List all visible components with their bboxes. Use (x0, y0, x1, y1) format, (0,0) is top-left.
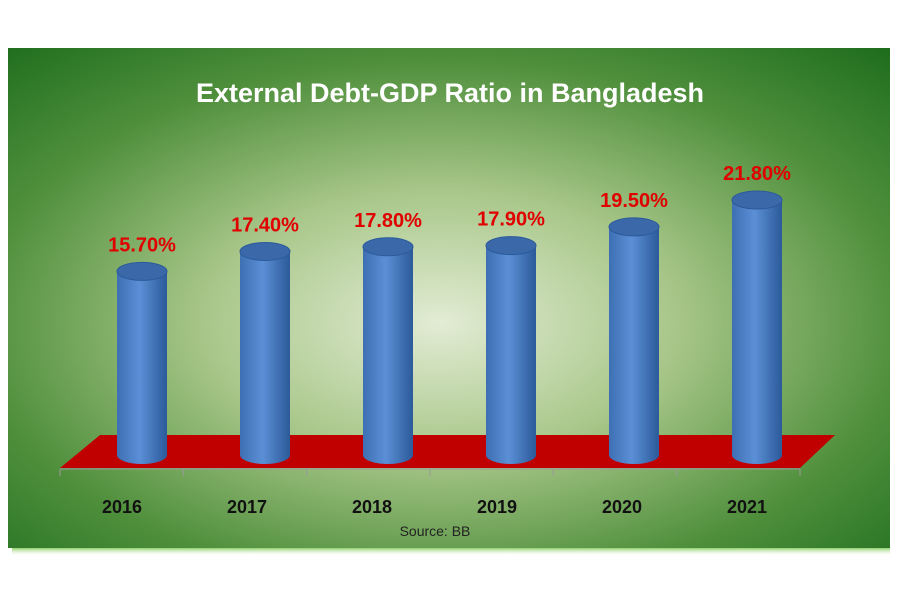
bar-2021 (731, 190, 783, 464)
bar-top (731, 190, 783, 210)
x-tick-label: 2019 (477, 497, 517, 517)
bar-body (117, 271, 167, 464)
x-tick-label: 2021 (727, 497, 767, 517)
bar-2017 (239, 241, 291, 464)
data-label: 21.80% (723, 163, 791, 185)
bar-top (239, 241, 291, 261)
x-axis (59, 468, 801, 476)
chart-title: External Debt-GDP Ratio in Bangladesh (196, 78, 704, 108)
x-tick-label: 2018 (352, 497, 392, 517)
bar-body (240, 251, 290, 464)
bar-top (116, 261, 168, 281)
bar-top (608, 217, 660, 237)
data-label: 17.90% (477, 209, 545, 231)
x-tick-label: 2017 (227, 497, 267, 517)
bar-body (609, 226, 659, 464)
bar-top (362, 237, 414, 257)
bar-top (485, 236, 537, 256)
bar-body (732, 200, 782, 464)
source-note: Source: BB (400, 523, 471, 539)
floor (60, 435, 835, 468)
bar-body (486, 245, 536, 464)
bar-body (363, 246, 413, 464)
frame-shadow (12, 548, 890, 556)
x-tick-label: 2020 (602, 497, 642, 517)
bar-2020 (608, 217, 660, 464)
x-tick-label: 2016 (102, 497, 142, 517)
bar-2016 (116, 261, 168, 464)
data-label: 19.50% (600, 190, 668, 212)
data-label: 17.80% (354, 210, 422, 232)
data-label: 15.70% (108, 234, 176, 256)
bar-2019 (485, 236, 537, 464)
bar-2018 (362, 237, 414, 464)
data-label: 17.40% (231, 214, 299, 236)
